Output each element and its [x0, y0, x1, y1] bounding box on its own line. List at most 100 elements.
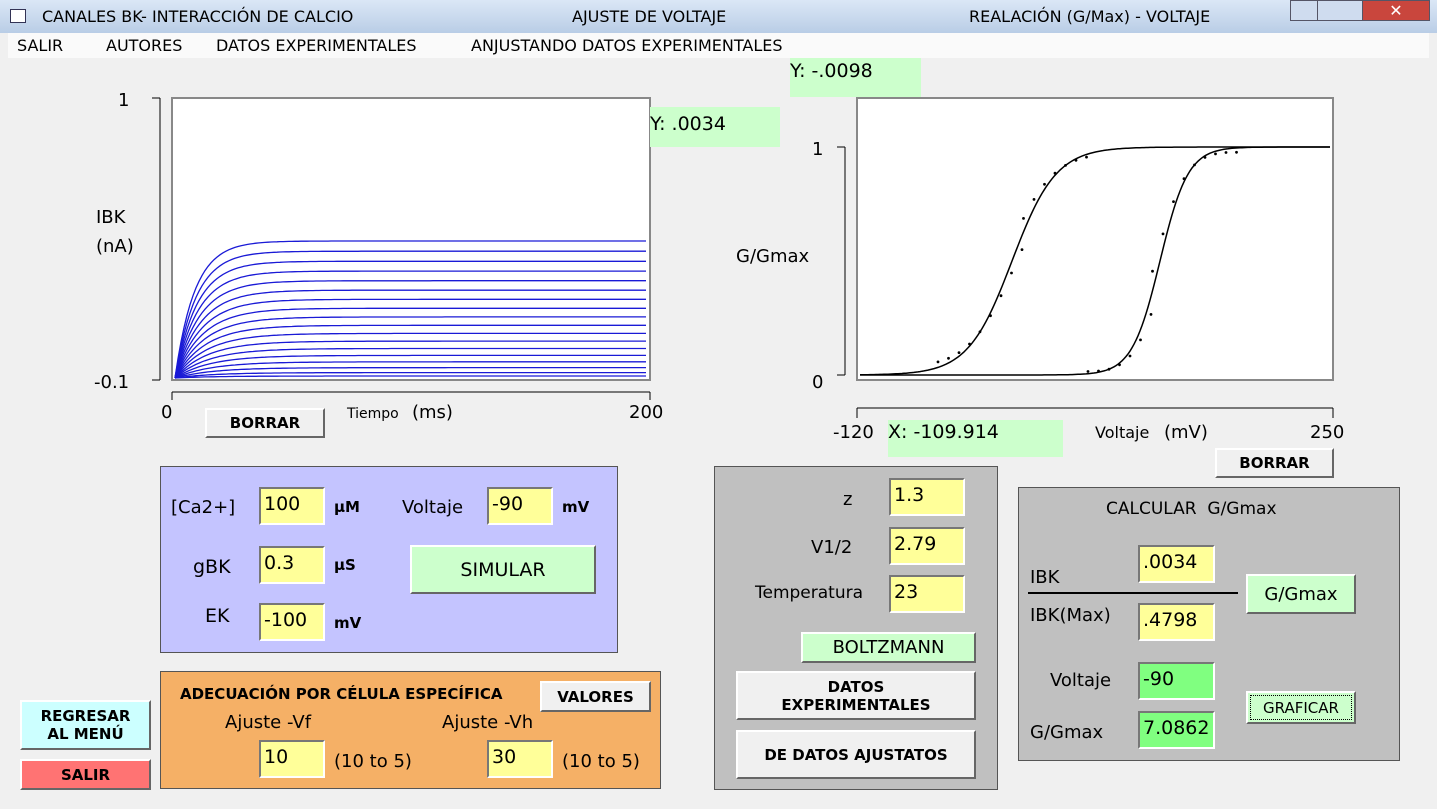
label: [Ca2+] — [171, 497, 236, 518]
input[interactable]: 0.3 — [259, 546, 325, 584]
input[interactable]: 10 — [259, 740, 325, 778]
data-point — [989, 314, 992, 318]
data-point — [1097, 369, 1100, 373]
current-trace — [174, 354, 646, 379]
label: Ajuste -Vh — [442, 712, 534, 733]
label: IBK(Max) — [1030, 605, 1111, 626]
input[interactable]: 30 — [487, 740, 553, 778]
output: 7.0862 — [1138, 711, 1215, 749]
current-plot-area — [171, 97, 651, 381]
current-trace — [174, 375, 646, 379]
fraction-line — [1028, 592, 1238, 594]
unit: µS — [334, 556, 356, 574]
x-axis-label: Voltaje — [1095, 423, 1149, 442]
data-point — [1064, 164, 1067, 167]
y-tick-label: 0 — [812, 372, 823, 393]
fitted-data-button[interactable]: DE DATOS AJUSTATOS — [736, 730, 976, 779]
panel-title: ADECUACIÓN POR CÉLULA ESPECÍFICA — [180, 685, 503, 703]
data-point — [1074, 158, 1078, 162]
input[interactable]: 100 — [259, 487, 325, 525]
current-traces — [174, 240, 646, 379]
current-trace — [174, 316, 646, 379]
input[interactable]: .0034 — [1138, 545, 1215, 583]
data-point — [1020, 248, 1024, 252]
data-point — [1053, 171, 1057, 175]
data-point — [1010, 271, 1013, 275]
current-trace — [174, 298, 646, 379]
plot-button[interactable]: GRAFICAR — [1246, 691, 1356, 724]
current-trace — [174, 361, 646, 379]
data-point — [1022, 217, 1025, 220]
close-button[interactable]: ✕ — [1362, 0, 1430, 21]
label: Voltaje — [1050, 670, 1112, 691]
y-axis-label: G/Gmax — [736, 246, 810, 267]
x-tick-label: 250 — [1310, 422, 1344, 443]
input[interactable]: -90 — [487, 487, 553, 525]
label: Ajuste -Vf — [225, 712, 312, 733]
current-trace — [174, 250, 646, 379]
clear-button[interactable]: BORRAR — [1215, 448, 1334, 478]
clear-button[interactable]: BORRAR — [205, 408, 325, 438]
data-point — [1224, 151, 1228, 154]
data-point — [1085, 155, 1088, 159]
current-trace — [174, 332, 646, 379]
data-point — [947, 356, 950, 360]
label: gBK — [193, 556, 231, 578]
data-point — [936, 360, 940, 364]
data-point — [1182, 177, 1186, 181]
menu-item[interactable]: DATOS EXPERIMENTALES — [216, 36, 417, 55]
input[interactable]: .4798 — [1138, 603, 1215, 641]
data-point — [1139, 338, 1142, 342]
data-point — [1128, 354, 1132, 358]
data-point — [1161, 232, 1165, 236]
label: IBK — [1030, 567, 1060, 588]
data-point — [968, 342, 971, 346]
menu-item[interactable]: ANJUSTANDO DATOS EXPERIMENTALES — [471, 36, 783, 55]
current-trace — [174, 324, 646, 379]
current-trace — [174, 340, 646, 379]
exit-button[interactable]: SALIR — [20, 759, 151, 790]
y-tick-label: 1 — [812, 139, 823, 160]
x-axis-unit: (ms) — [412, 402, 453, 423]
boltzmann-button[interactable]: BOLTZMANN — [801, 632, 976, 663]
data-point — [1149, 313, 1153, 316]
cursor-readout: Y: .0034 — [650, 107, 780, 147]
current-trace — [174, 371, 646, 379]
input[interactable]: 2.79 — [889, 527, 965, 565]
label: V1/2 — [811, 537, 853, 558]
unit: mV — [334, 614, 362, 632]
data-point — [1193, 163, 1196, 167]
data-point — [999, 294, 1003, 298]
unit: µM — [334, 498, 360, 516]
x-tick-label: 0 — [161, 402, 172, 423]
simulate-button[interactable]: SIMULAR — [410, 545, 596, 594]
data-point — [1235, 150, 1238, 154]
cursor-readout: X: -109.914 — [888, 420, 1063, 457]
input[interactable]: 1.3 — [889, 478, 965, 516]
values-button[interactable]: VALORES — [540, 681, 651, 712]
menu-item[interactable]: SALIR — [17, 36, 64, 55]
panel-title: CALCULAR G/Gmax — [1106, 499, 1277, 519]
fit-curve — [860, 146, 1330, 376]
label: z — [843, 489, 853, 510]
data-point — [1032, 198, 1036, 201]
data-point — [1043, 182, 1046, 186]
data-point — [1107, 367, 1111, 371]
gv-plot-area — [856, 97, 1334, 381]
menu-item[interactable]: AUTORES — [106, 36, 183, 55]
y-axis-label: IBK — [96, 207, 127, 228]
input[interactable]: 23 — [889, 575, 965, 613]
window-title: REALACIÓN (G/Max) - VOLTAJE — [969, 7, 1211, 26]
data-point — [1086, 370, 1090, 373]
data-point — [1203, 156, 1207, 159]
input[interactable]: -100 — [259, 603, 325, 641]
x-axis-unit: (mV) — [1164, 422, 1208, 443]
back-button[interactable]: REGRESAR AL MENÚ — [20, 700, 151, 750]
current-trace — [174, 289, 646, 379]
experimental-data-button[interactable]: DATOS EXPERIMENTALES — [736, 671, 976, 720]
label: EK — [205, 605, 230, 627]
ratio-button[interactable]: G/Gmax — [1246, 574, 1356, 614]
data-point — [957, 351, 961, 354]
y-axis-unit: (nA) — [96, 236, 134, 257]
